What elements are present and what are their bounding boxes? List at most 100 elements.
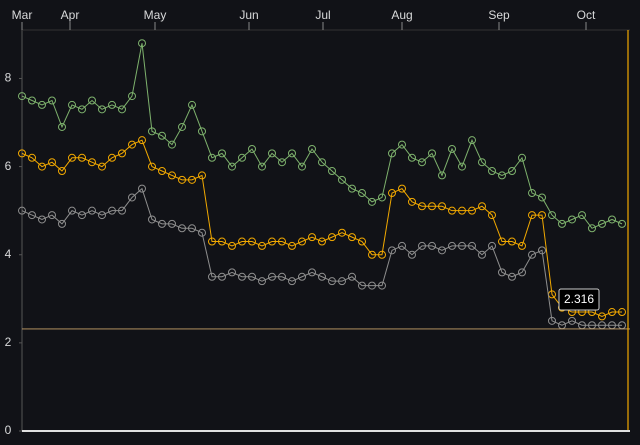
point: [18, 206, 26, 215]
y-tick-label: 0: [5, 423, 12, 437]
point: [88, 158, 96, 167]
point: [308, 233, 316, 242]
point: [38, 215, 46, 224]
point: [538, 211, 546, 220]
point: [548, 211, 556, 220]
point: [28, 211, 36, 220]
point: [118, 149, 126, 158]
point: [148, 127, 156, 136]
point: [228, 268, 236, 277]
y-tick-label: 8: [5, 71, 12, 85]
point: [208, 153, 216, 162]
point: [438, 246, 446, 255]
point: [508, 272, 516, 281]
point: [58, 219, 66, 228]
point: [28, 96, 36, 105]
point: [308, 144, 316, 153]
point: [508, 237, 516, 246]
point: [248, 144, 256, 153]
x-tick-label: May: [144, 8, 167, 22]
point: [368, 281, 376, 290]
tooltip-value: 2.316: [564, 292, 594, 306]
point: [128, 140, 136, 149]
point: [468, 241, 476, 250]
x-tick-label: Apr: [61, 8, 80, 22]
point: [198, 228, 206, 237]
point: [458, 206, 466, 215]
point: [418, 158, 426, 167]
point: [498, 237, 506, 246]
point: [198, 127, 206, 136]
series-line: [21, 139, 622, 317]
y-tick-label: 6: [5, 159, 12, 173]
point: [218, 272, 226, 281]
point: [538, 246, 546, 255]
point: [418, 241, 426, 250]
point: [518, 241, 526, 250]
point: [488, 241, 496, 250]
point: [608, 308, 616, 317]
point: [408, 153, 416, 162]
point: [178, 122, 186, 131]
point: [508, 167, 516, 176]
point: [448, 241, 456, 250]
point: [258, 241, 266, 250]
point: [128, 193, 136, 202]
point: [328, 233, 336, 242]
point: [238, 272, 246, 281]
point: [468, 206, 476, 215]
point: [418, 202, 426, 211]
point: [48, 96, 56, 105]
x-tick-label: Oct: [577, 8, 596, 22]
point: [378, 281, 386, 290]
point: [428, 202, 436, 211]
point: [138, 39, 146, 48]
point: [108, 153, 116, 162]
point: [438, 171, 446, 180]
x-tick-label: Jun: [239, 8, 258, 22]
point: [288, 277, 296, 286]
x-tick-label: Mar: [12, 8, 33, 22]
point: [298, 237, 306, 246]
point: [428, 149, 436, 158]
point: [268, 272, 276, 281]
point: [568, 316, 576, 325]
point: [398, 140, 406, 149]
point: [168, 171, 176, 180]
point: [118, 105, 126, 114]
point: [458, 162, 466, 171]
point: [188, 100, 196, 109]
series-line: [21, 187, 622, 326]
point: [318, 237, 326, 246]
series: [18, 136, 626, 321]
point: [378, 193, 386, 202]
point: [148, 162, 156, 171]
point: [208, 237, 216, 246]
point: [168, 219, 176, 228]
point: [598, 312, 606, 321]
point: [528, 250, 536, 259]
point: [38, 100, 46, 109]
point: [28, 153, 36, 162]
point: [388, 246, 396, 255]
point: [488, 167, 496, 176]
point: [168, 140, 176, 149]
point: [38, 162, 46, 171]
point: [528, 189, 536, 198]
point: [118, 206, 126, 215]
point: [398, 241, 406, 250]
point: [18, 149, 26, 158]
point: [408, 197, 416, 206]
point: [188, 224, 196, 233]
point: [338, 277, 346, 286]
point: [218, 149, 226, 158]
point: [48, 158, 56, 167]
point: [618, 308, 626, 317]
point: [278, 237, 286, 246]
point: [568, 215, 576, 224]
point: [198, 171, 206, 180]
point: [78, 153, 86, 162]
point: [348, 184, 356, 193]
point: [358, 237, 366, 246]
